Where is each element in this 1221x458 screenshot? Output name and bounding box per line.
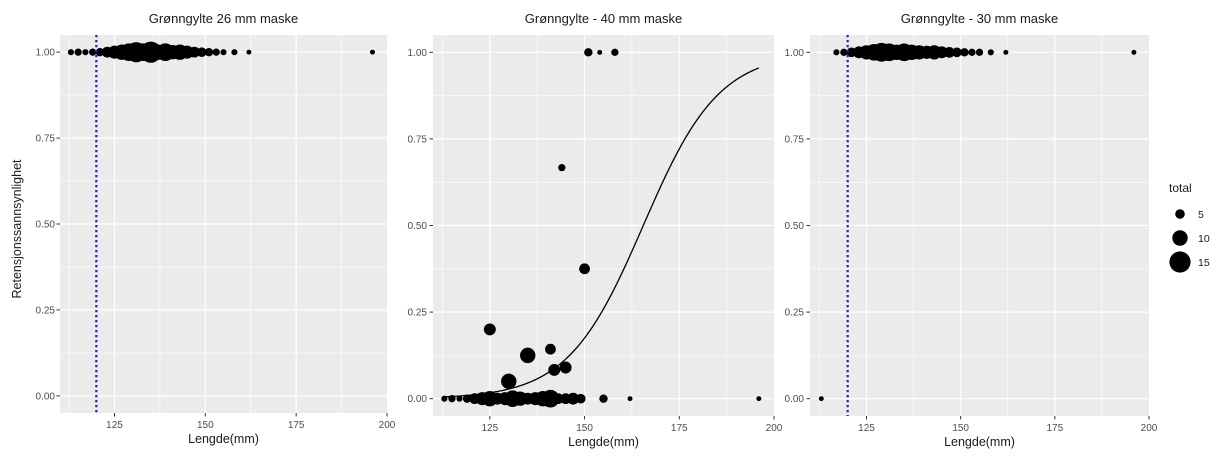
data-point [483, 323, 496, 336]
x-tick-label: 200 [766, 423, 783, 434]
panel-title: Grønngylte - 40 mm maske [525, 11, 683, 26]
x-tick-label: 150 [576, 423, 593, 434]
legend-key-point [1175, 209, 1185, 219]
data-point [541, 389, 560, 408]
x-axis-label: Lengde(mm) [568, 435, 639, 449]
data-point [611, 48, 619, 56]
data-point [520, 347, 536, 364]
y-tick-label: 0.00 [785, 394, 805, 405]
legend-title: total [1169, 181, 1192, 195]
data-point [935, 46, 948, 59]
data-point [833, 49, 840, 56]
data-point [968, 48, 976, 56]
x-tick-label: 200 [379, 420, 396, 431]
data-point [756, 396, 762, 402]
data-point [501, 373, 517, 390]
y-tick-label: 0.50 [36, 220, 56, 231]
data-point [584, 48, 593, 57]
data-point [943, 46, 955, 58]
data-point [1131, 49, 1137, 55]
x-tick-label: 175 [671, 423, 688, 434]
x-tick-label: 125 [106, 420, 123, 431]
data-point [579, 263, 590, 275]
data-point [204, 47, 214, 57]
data-point [369, 49, 375, 55]
y-tick-label: 0.00 [408, 394, 428, 405]
y-tick-label: 0.00 [36, 391, 56, 402]
data-point [456, 395, 463, 402]
shared-y-axis-label: Retensjonssannsynlighet [10, 159, 24, 299]
x-tick-label: 150 [952, 423, 969, 434]
data-point [220, 49, 227, 56]
data-point [975, 48, 984, 56]
y-tick-label: 0.25 [785, 308, 805, 319]
data-point [597, 49, 603, 55]
y-tick-label: 0.25 [36, 305, 56, 316]
data-point [567, 392, 580, 405]
y-tick-label: 0.50 [785, 221, 805, 232]
legend-key-label: 15 [1198, 257, 1210, 269]
data-point [74, 48, 82, 56]
panel-1: Grønngylte 26 mm maske 125 150 175 200 0.00 0.… [36, 11, 396, 446]
y-tick-label: 0.75 [408, 134, 428, 145]
legend-key-label: 5 [1198, 209, 1204, 221]
data-point [952, 47, 962, 58]
data-point [627, 396, 633, 402]
data-point [818, 396, 824, 402]
data-point [575, 393, 586, 404]
size-legend: total 5 10 15 [1169, 181, 1210, 273]
fitted-logistic-curve [444, 67, 760, 398]
data-point [1003, 49, 1009, 55]
x-tick-label: 175 [1046, 423, 1063, 434]
x-axis-label: Lengde(mm) [188, 432, 259, 446]
x-tick-label: 125 [858, 423, 875, 434]
data-point [231, 49, 238, 56]
chart-panels: Grønngylte 26 mm maske 125 150 175 200 0.00 0.… [36, 11, 1158, 449]
panel-title: Grønngylte - 30 mm maske [901, 11, 1059, 26]
x-tick-label: 200 [1141, 423, 1158, 434]
data-point [987, 49, 994, 56]
x-axis-label: Lengde(mm) [944, 435, 1015, 449]
legend-key-point [1169, 251, 1191, 273]
data-point [545, 343, 556, 355]
y-tick-label: 1.00 [408, 48, 428, 59]
data-point [462, 394, 472, 403]
x-tick-label: 150 [197, 420, 214, 431]
x-tick-label: 125 [481, 423, 498, 434]
legend-key-label: 10 [1198, 233, 1210, 245]
legend-key-point [1172, 230, 1188, 246]
y-tick-label: 1.00 [36, 48, 56, 59]
data-point [212, 48, 220, 56]
x-tick-label: 175 [288, 420, 305, 431]
data-point [246, 49, 252, 55]
data-point [82, 49, 89, 56]
data-point [599, 394, 608, 403]
data-point [552, 393, 564, 405]
data-point [960, 48, 969, 57]
panel-title: Grønngylte 26 mm maske [149, 11, 299, 26]
panel-2: Grønngylte - 40 mm maske 125 150 175 200 0.00… [408, 11, 783, 449]
data-point [196, 47, 207, 57]
y-tick-label: 1.00 [785, 48, 805, 59]
data-point [95, 47, 105, 57]
data-point [89, 48, 97, 56]
data-point [189, 46, 200, 58]
data-point [67, 49, 74, 56]
data-point [558, 164, 566, 172]
data-point [559, 361, 572, 374]
panel-3: Grønngylte - 30 mm maske 125 150 175 200 0.00… [785, 11, 1158, 449]
y-tick-label: 0.25 [408, 308, 428, 319]
y-tick-label: 0.75 [785, 134, 805, 145]
y-tick-label: 0.75 [36, 134, 56, 145]
y-tick-label: 0.50 [408, 221, 428, 232]
data-point [840, 48, 848, 56]
